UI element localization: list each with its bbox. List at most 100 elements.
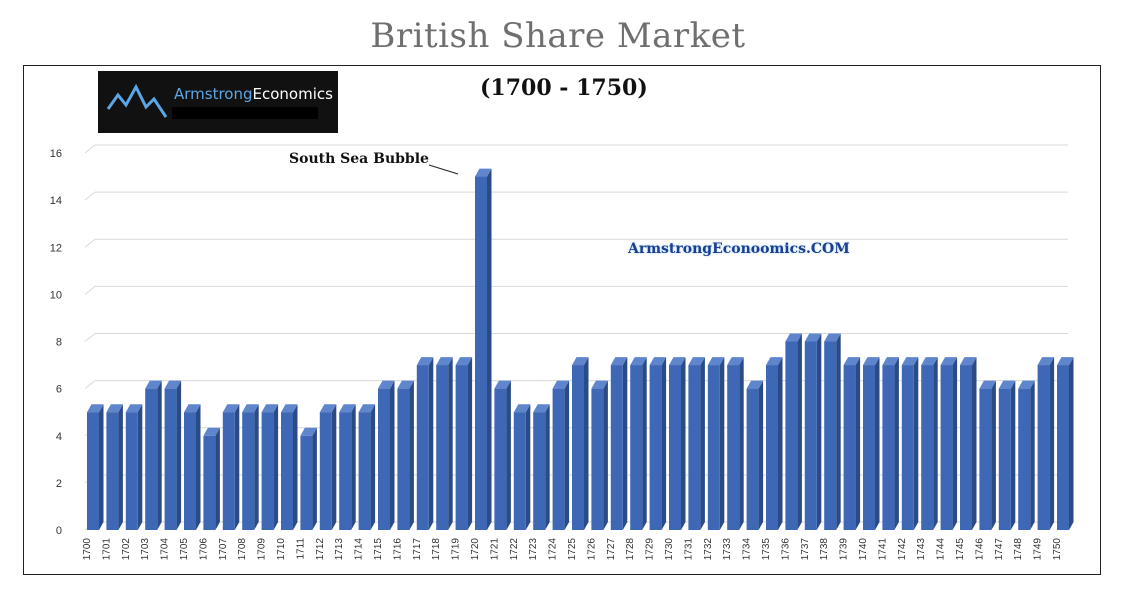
- bar-side: [390, 380, 395, 530]
- x-tick-label: 1730: [664, 538, 675, 561]
- gridline-depth: [84, 238, 96, 248]
- bar-side: [525, 404, 531, 530]
- y-tick-label: 2: [56, 478, 62, 490]
- bar-top: [242, 404, 259, 413]
- bar-1717: [416, 357, 434, 530]
- bar-front: [649, 365, 662, 530]
- bar-front: [688, 365, 701, 530]
- bar-front: [1018, 388, 1031, 530]
- bar-side: [603, 380, 608, 530]
- bar-1742: [901, 357, 919, 530]
- bar-top: [572, 357, 589, 366]
- bar-side: [1049, 357, 1055, 530]
- x-tick-label: 1728: [625, 538, 636, 561]
- bar-top: [378, 380, 395, 389]
- bar-front: [222, 412, 235, 530]
- bar-front: [824, 341, 837, 530]
- bar-side: [778, 357, 783, 530]
- bar-1750: [1057, 357, 1074, 530]
- x-tick-label: 1742: [897, 538, 908, 561]
- bar-side: [1010, 380, 1016, 530]
- x-tick-label: 1719: [451, 538, 462, 561]
- bar-1710: [281, 404, 298, 530]
- y-tick-label: 4: [56, 431, 62, 443]
- bar-top: [475, 168, 492, 177]
- bar-1731: [688, 357, 705, 530]
- x-tick-label: 1736: [780, 538, 791, 561]
- x-tick-label: 1725: [567, 538, 578, 561]
- bar-front: [436, 365, 449, 530]
- bar-1726: [591, 380, 608, 530]
- bar-1711: [300, 427, 317, 530]
- bar-1749: [1037, 357, 1055, 530]
- bar-1732: [707, 357, 725, 530]
- bar-1740: [863, 357, 880, 530]
- bar-top: [979, 380, 996, 389]
- bar-1706: [203, 427, 220, 530]
- bar-top: [766, 357, 783, 366]
- x-tick-label: 1749: [1033, 538, 1044, 561]
- bar-1737: [804, 333, 822, 530]
- x-tick-label: 1703: [140, 538, 151, 561]
- bar-top: [746, 380, 764, 389]
- bar-top: [184, 404, 201, 413]
- bar-front: [804, 341, 817, 530]
- bar-1723: [533, 404, 550, 530]
- bar-top: [727, 357, 744, 366]
- y-tick-label: 16: [50, 148, 62, 160]
- logo-text: ArmstrongEconomics: [174, 85, 333, 103]
- bar-side: [855, 357, 861, 530]
- x-tick-label: 1716: [392, 538, 403, 561]
- bar-front: [979, 388, 992, 530]
- bar-1705: [184, 404, 201, 530]
- bar-1712: [319, 404, 337, 530]
- bar-top: [494, 380, 511, 389]
- bar-1716: [397, 380, 414, 530]
- x-tick-label: 1734: [742, 538, 753, 561]
- bar-side: [293, 404, 298, 530]
- bar-front: [319, 412, 332, 530]
- bar-front: [416, 365, 429, 530]
- gridline-depth: [84, 333, 96, 342]
- bar-front: [87, 412, 99, 530]
- bar-front: [1057, 365, 1069, 530]
- bar-front: [707, 365, 720, 530]
- bar-1718: [436, 357, 453, 530]
- x-tick-label: 1715: [373, 538, 384, 561]
- x-tick-label: 1731: [683, 538, 694, 561]
- bar-front: [475, 176, 487, 530]
- bar-1720: [475, 168, 492, 530]
- bar-1709: [261, 404, 279, 530]
- bar-side: [137, 404, 143, 530]
- x-tick-label: 1743: [916, 538, 927, 561]
- bar-top: [436, 357, 453, 366]
- bar-front: [203, 435, 216, 530]
- bar-side: [99, 404, 104, 530]
- x-tick-label: 1747: [994, 538, 1005, 561]
- bar-front: [882, 365, 895, 530]
- bar-top: [164, 380, 182, 389]
- bar-side: [448, 357, 453, 530]
- bar-front: [261, 412, 274, 530]
- bar-1700: [87, 404, 104, 530]
- bar-top: [397, 380, 414, 389]
- y-tick-label: 12: [50, 242, 62, 254]
- bar-top: [1037, 357, 1055, 366]
- bar-1739: [843, 357, 861, 530]
- bar-side: [176, 380, 182, 530]
- x-tick-label: 1729: [645, 538, 656, 561]
- x-tick-label: 1724: [548, 538, 559, 561]
- bar-front: [998, 388, 1011, 530]
- bar-top: [863, 357, 880, 366]
- x-tick-label: 1746: [974, 538, 985, 561]
- bar-side: [913, 357, 919, 530]
- bar-front: [960, 365, 972, 530]
- bar-1735: [766, 357, 783, 530]
- gridline-depth: [84, 144, 96, 154]
- gridline-depth: [84, 285, 96, 295]
- x-tick-label: 1748: [1013, 538, 1024, 561]
- bar-front: [552, 388, 565, 530]
- chart-title: British Share Market: [370, 16, 746, 56]
- bar-side: [875, 357, 880, 530]
- bar-side: [409, 380, 414, 530]
